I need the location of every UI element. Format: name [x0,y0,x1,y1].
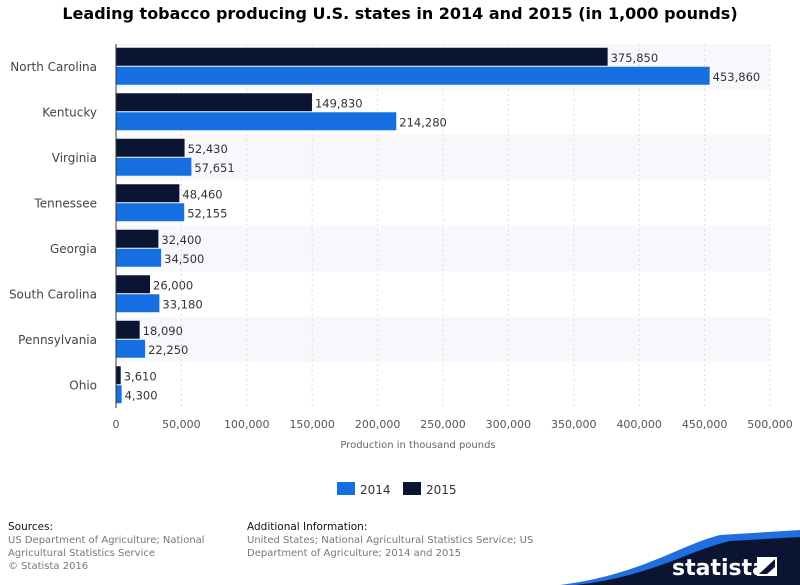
bar-2014 [116,294,160,313]
bar-2014 [116,66,710,85]
data-label: 22,250 [148,343,188,357]
category-label: South Carolina [9,287,97,301]
category-label: Kentucky [42,105,97,119]
data-label: 18,090 [143,324,183,338]
bar-2015 [116,366,121,385]
bar-2015 [116,320,140,339]
category-label: Georgia [50,242,97,256]
bar-2014 [116,339,146,358]
legend-swatch-2014 [337,482,355,495]
x-tick-label: 50,000 [162,418,201,431]
data-label: 52,430 [188,142,228,156]
data-label: 34,500 [164,252,204,266]
data-label: 149,830 [315,96,363,110]
data-label: 4,300 [125,388,158,402]
category-label: Tennessee [33,196,97,210]
chart-title: Leading tobacco producing U.S. states in… [62,4,738,23]
bar-2014 [116,248,162,267]
x-tick-label: 200,000 [355,418,401,431]
x-tick-label: 400,000 [616,418,662,431]
additional-info: Additional Information: United States; N… [247,521,577,560]
data-label: 32,400 [161,233,201,247]
x-tick-label: 100,000 [224,418,270,431]
row-band [116,135,770,181]
x-tick-label: 450,000 [682,418,728,431]
logo-text: statista [672,556,767,581]
copyright: © Statista 2016 [8,561,89,572]
data-label: 214,280 [399,115,447,129]
data-label: 33,180 [162,297,202,311]
bar-2015 [116,184,180,203]
data-label: 375,850 [611,51,659,65]
bar-2015 [116,93,312,112]
sources-text: US Department of Agriculture; National A… [8,535,205,559]
legend-swatch-2015 [403,482,421,495]
x-tick-label: 250,000 [420,418,466,431]
bar-2014 [116,385,122,404]
data-label: 453,860 [713,70,761,84]
x-tick-label: 350,000 [551,418,597,431]
bar-2014 [116,112,397,131]
statista-logo[interactable]: statista [0,505,800,585]
bar-2015 [116,138,185,157]
sources-heading: Sources: [8,521,54,533]
category-label: North Carolina [10,60,97,74]
category-label: Virginia [52,151,97,165]
legend-label: 2015 [426,483,457,497]
row-band [116,226,770,272]
legend-label: 2014 [360,483,391,497]
bar-2015 [116,47,608,66]
x-tick-label: 500,000 [747,418,793,431]
x-axis-label: Production in thousand pounds [340,440,495,451]
data-label: 57,651 [194,161,234,175]
category-label: Ohio [69,378,97,392]
bar-2015 [116,275,151,294]
x-tick-label: 300,000 [486,418,532,431]
data-label: 48,460 [182,187,222,201]
bar-2015 [116,229,159,248]
x-tick-label: 150,000 [289,418,335,431]
data-label: 3,610 [124,369,157,383]
additional-text: United States; National Agricultural Sta… [247,535,534,559]
data-label: 26,000 [153,278,193,292]
category-label: Pennsylvania [18,333,97,347]
bar-2014 [116,157,192,176]
sources: Sources: US Department of Agriculture; N… [8,521,243,573]
additional-heading: Additional Information: [247,521,368,533]
bar-chart: 0 50,000 100,000 150,000 200,000 250,000 300,0… [9,44,793,497]
x-tick-label: 0 [113,418,120,431]
data-label: 52,155 [187,206,227,220]
bar-2014 [116,203,185,222]
